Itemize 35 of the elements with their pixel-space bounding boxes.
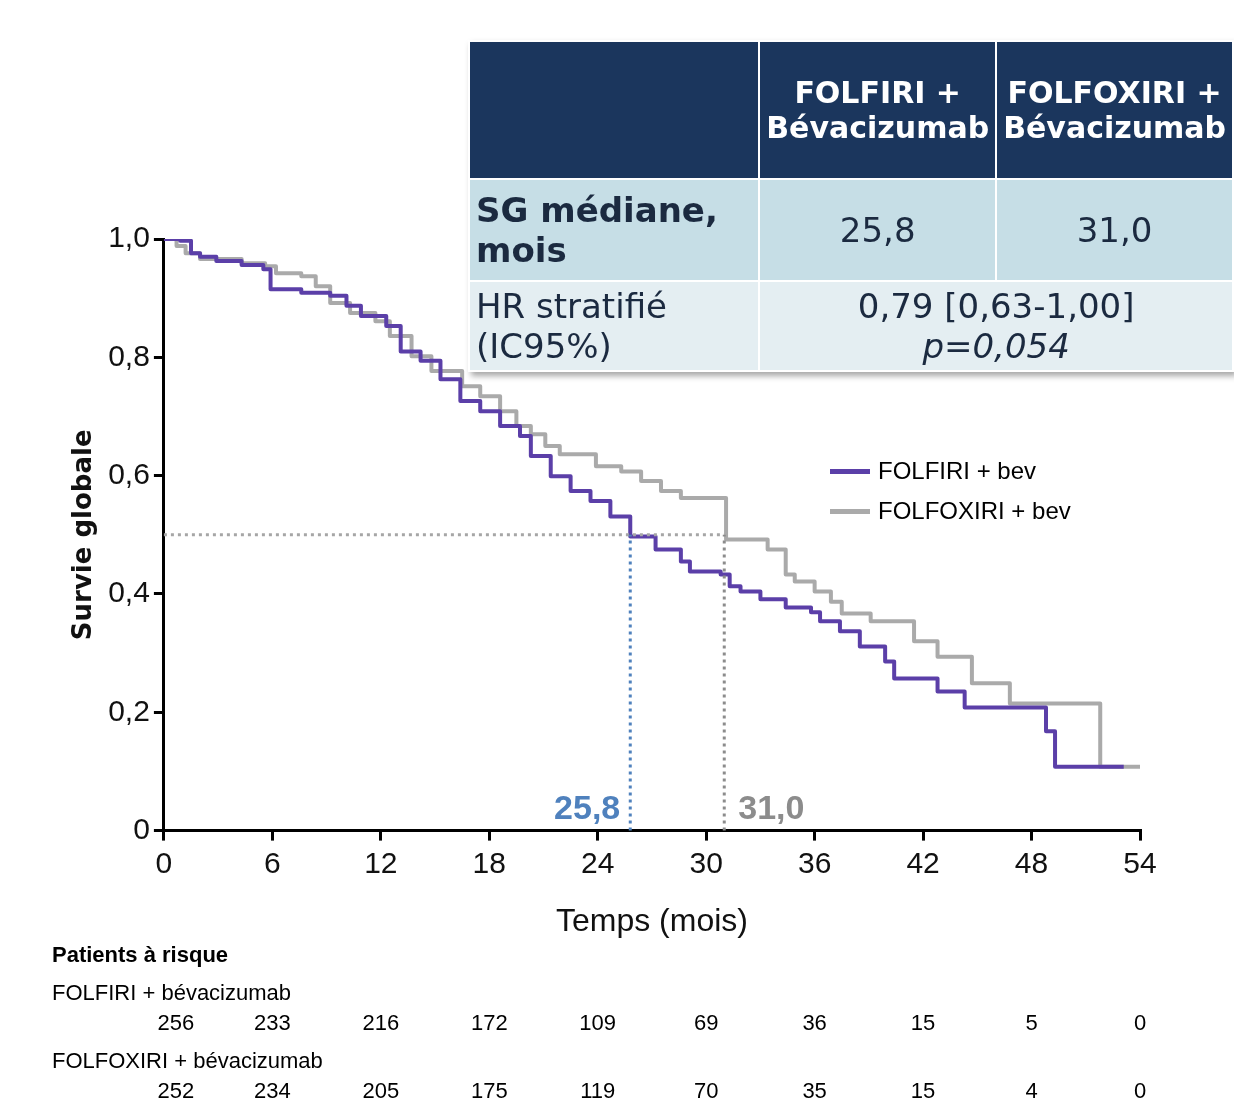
- x-tick-label: 6: [264, 845, 281, 879]
- ref-line-label: 25,8: [554, 787, 621, 826]
- y-axis-title: Survie globale: [67, 429, 98, 641]
- x-tick-label: 12: [364, 845, 398, 879]
- legend-label: FOLFIRI + bev: [877, 457, 1038, 485]
- x-tick-label: 30: [689, 845, 723, 879]
- y-tick-label: 1,0: [108, 220, 150, 254]
- annotation: SG médiane, mois: [476, 190, 719, 270]
- text: FOLFIRI + bévacizumab: [52, 980, 292, 1006]
- text: 252 234 205 175 119 70 35 15 4 0: [157, 1078, 1147, 1103]
- text: FOLFOXIRI + bévacizumab: [52, 1048, 323, 1074]
- annotation: HR stratifié (IC95%): [476, 286, 668, 366]
- x-tick-label: 0: [155, 845, 173, 879]
- text: 256 233 216 172 109 69 36 15 5 0: [157, 1010, 1147, 1035]
- annotation: p=0,054: [921, 326, 1071, 366]
- text: Patients à risque: [52, 942, 229, 968]
- x-tick-label: 36: [797, 845, 832, 879]
- annotation: 31,0: [1075, 210, 1154, 250]
- ref-line-label: 31,0: [738, 787, 805, 826]
- y-tick-label: 0,2: [108, 693, 150, 727]
- x-axis-title: Temps (mois): [555, 901, 748, 938]
- text: FOLFOXIRI + Bévacizumab: [1003, 75, 1227, 145]
- y-tick-label: 0,8: [108, 338, 150, 372]
- x-tick-label: 48: [1014, 845, 1049, 879]
- y-tick-label: 0,4: [108, 575, 150, 609]
- annotation: 25,8: [838, 210, 917, 250]
- x-tick-label: 54: [1123, 845, 1157, 879]
- text: FOLFIRI + Bévacizumab: [766, 75, 990, 145]
- y-tick-label: 0: [133, 811, 150, 845]
- x-tick-label: 42: [906, 845, 940, 879]
- legend-label: FOLFOXIRI + bev: [877, 497, 1071, 525]
- x-tick-label: 24: [581, 845, 615, 879]
- x-tick-label: 18: [472, 845, 506, 879]
- y-tick-label: 0,6: [108, 456, 150, 490]
- annotation: 0,79 [0,63-1,00]: [856, 286, 1136, 326]
